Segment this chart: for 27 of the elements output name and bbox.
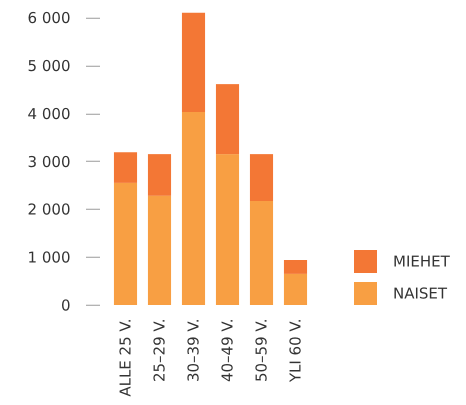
bar [250,154,274,202]
y-tick-label: 0 [60,296,70,314]
y-tick-label: 4 000 [28,104,70,123]
legend-label: NAISET [393,284,448,302]
x-tick-label: 30–39 V. [184,318,202,382]
bar [114,182,138,305]
bar [148,196,172,305]
x-tick-label: 50–59 V. [252,318,270,382]
y-tick-label: 6 000 [28,9,70,28]
bar [216,84,240,154]
y-tick-label: 5 000 [28,57,70,75]
bar [182,12,206,112]
bar [284,274,308,305]
x-tick-label: YLI 60 V. [286,318,304,384]
x-tick-label: 25–29 V. [150,318,168,382]
y-tick-label: 2 000 [28,200,70,219]
y-tick-label: 1 000 [28,248,70,267]
bar [148,154,172,196]
bar [216,154,240,305]
bar [114,152,138,183]
bar [182,112,206,305]
legend-label: MIEHET [393,252,451,270]
x-tick-label: ALLE 25 V. [116,318,134,397]
y-tick-label: 3 000 [28,152,70,171]
bar [250,201,274,305]
x-tick-label: 40–49 V. [218,318,236,382]
bar [284,260,308,274]
